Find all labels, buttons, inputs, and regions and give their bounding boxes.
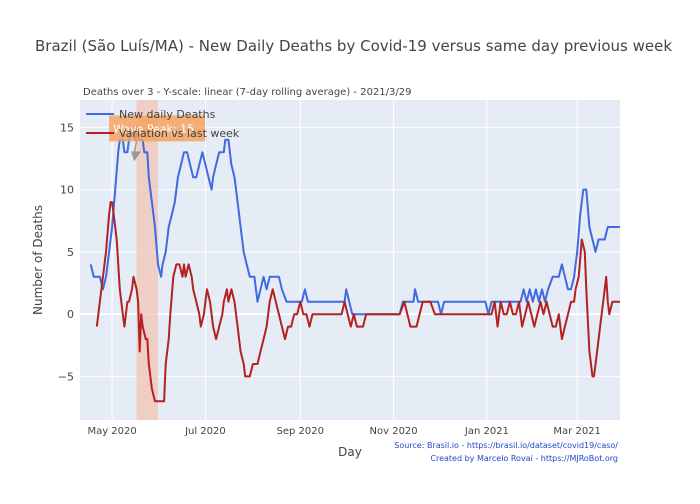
y-axis-label: Number of Deaths bbox=[31, 205, 45, 315]
annotation-label: Wave Peak: 15 bbox=[113, 122, 194, 135]
x-tick-label: Jan 2021 bbox=[464, 426, 509, 437]
source-line-1: Source: Brasil.io - https://brasil.io/da… bbox=[394, 441, 618, 450]
legend-label: Variation vs last week bbox=[119, 127, 240, 140]
x-axis-label: Day bbox=[338, 445, 362, 459]
plot-area bbox=[80, 100, 620, 420]
x-tick-label: Sep 2020 bbox=[277, 426, 324, 437]
x-tick-label: Jul 2020 bbox=[184, 426, 226, 437]
legend-item[interactable]: New daily Deaths bbox=[86, 108, 216, 121]
y-tick-label: 5 bbox=[67, 246, 74, 259]
legend[interactable]: New daily Deaths Variation vs last week bbox=[86, 108, 240, 140]
x-tick-label: May 2020 bbox=[87, 426, 136, 437]
x-tick-label: Nov 2020 bbox=[370, 426, 418, 437]
annotation-box bbox=[109, 115, 206, 142]
y-tick-label: −5 bbox=[58, 370, 74, 383]
chart-title: Brazil (São Luís/MA) - New Daily Deaths … bbox=[35, 37, 672, 55]
x-tick-label: Mar 2021 bbox=[553, 426, 601, 437]
wave-peak-shaded-region bbox=[136, 100, 159, 420]
y-tick-label: 10 bbox=[60, 184, 74, 197]
legend-item[interactable]: Variation vs last week bbox=[86, 127, 240, 140]
series-line-variation bbox=[95, 201, 620, 403]
tick-label-layer: May 2020 Jul 2020 Sep 2020 Nov 2020 Jan 2021… bbox=[58, 121, 601, 437]
y-tick-label: 0 bbox=[67, 308, 74, 321]
chart-subtitle: Deaths over 3 - Y-scale: linear (7-day r… bbox=[83, 87, 411, 98]
source-line-2: Created by Marcelo Rovai - https://MJRoB… bbox=[430, 454, 618, 463]
legend-label: New daily Deaths bbox=[119, 108, 216, 121]
annotation-arrow-head bbox=[131, 151, 142, 162]
annotation-layer: Wave Peak: 15 bbox=[109, 115, 206, 162]
y-tick-label: 15 bbox=[60, 121, 74, 134]
shaded-region-layer bbox=[136, 100, 159, 420]
